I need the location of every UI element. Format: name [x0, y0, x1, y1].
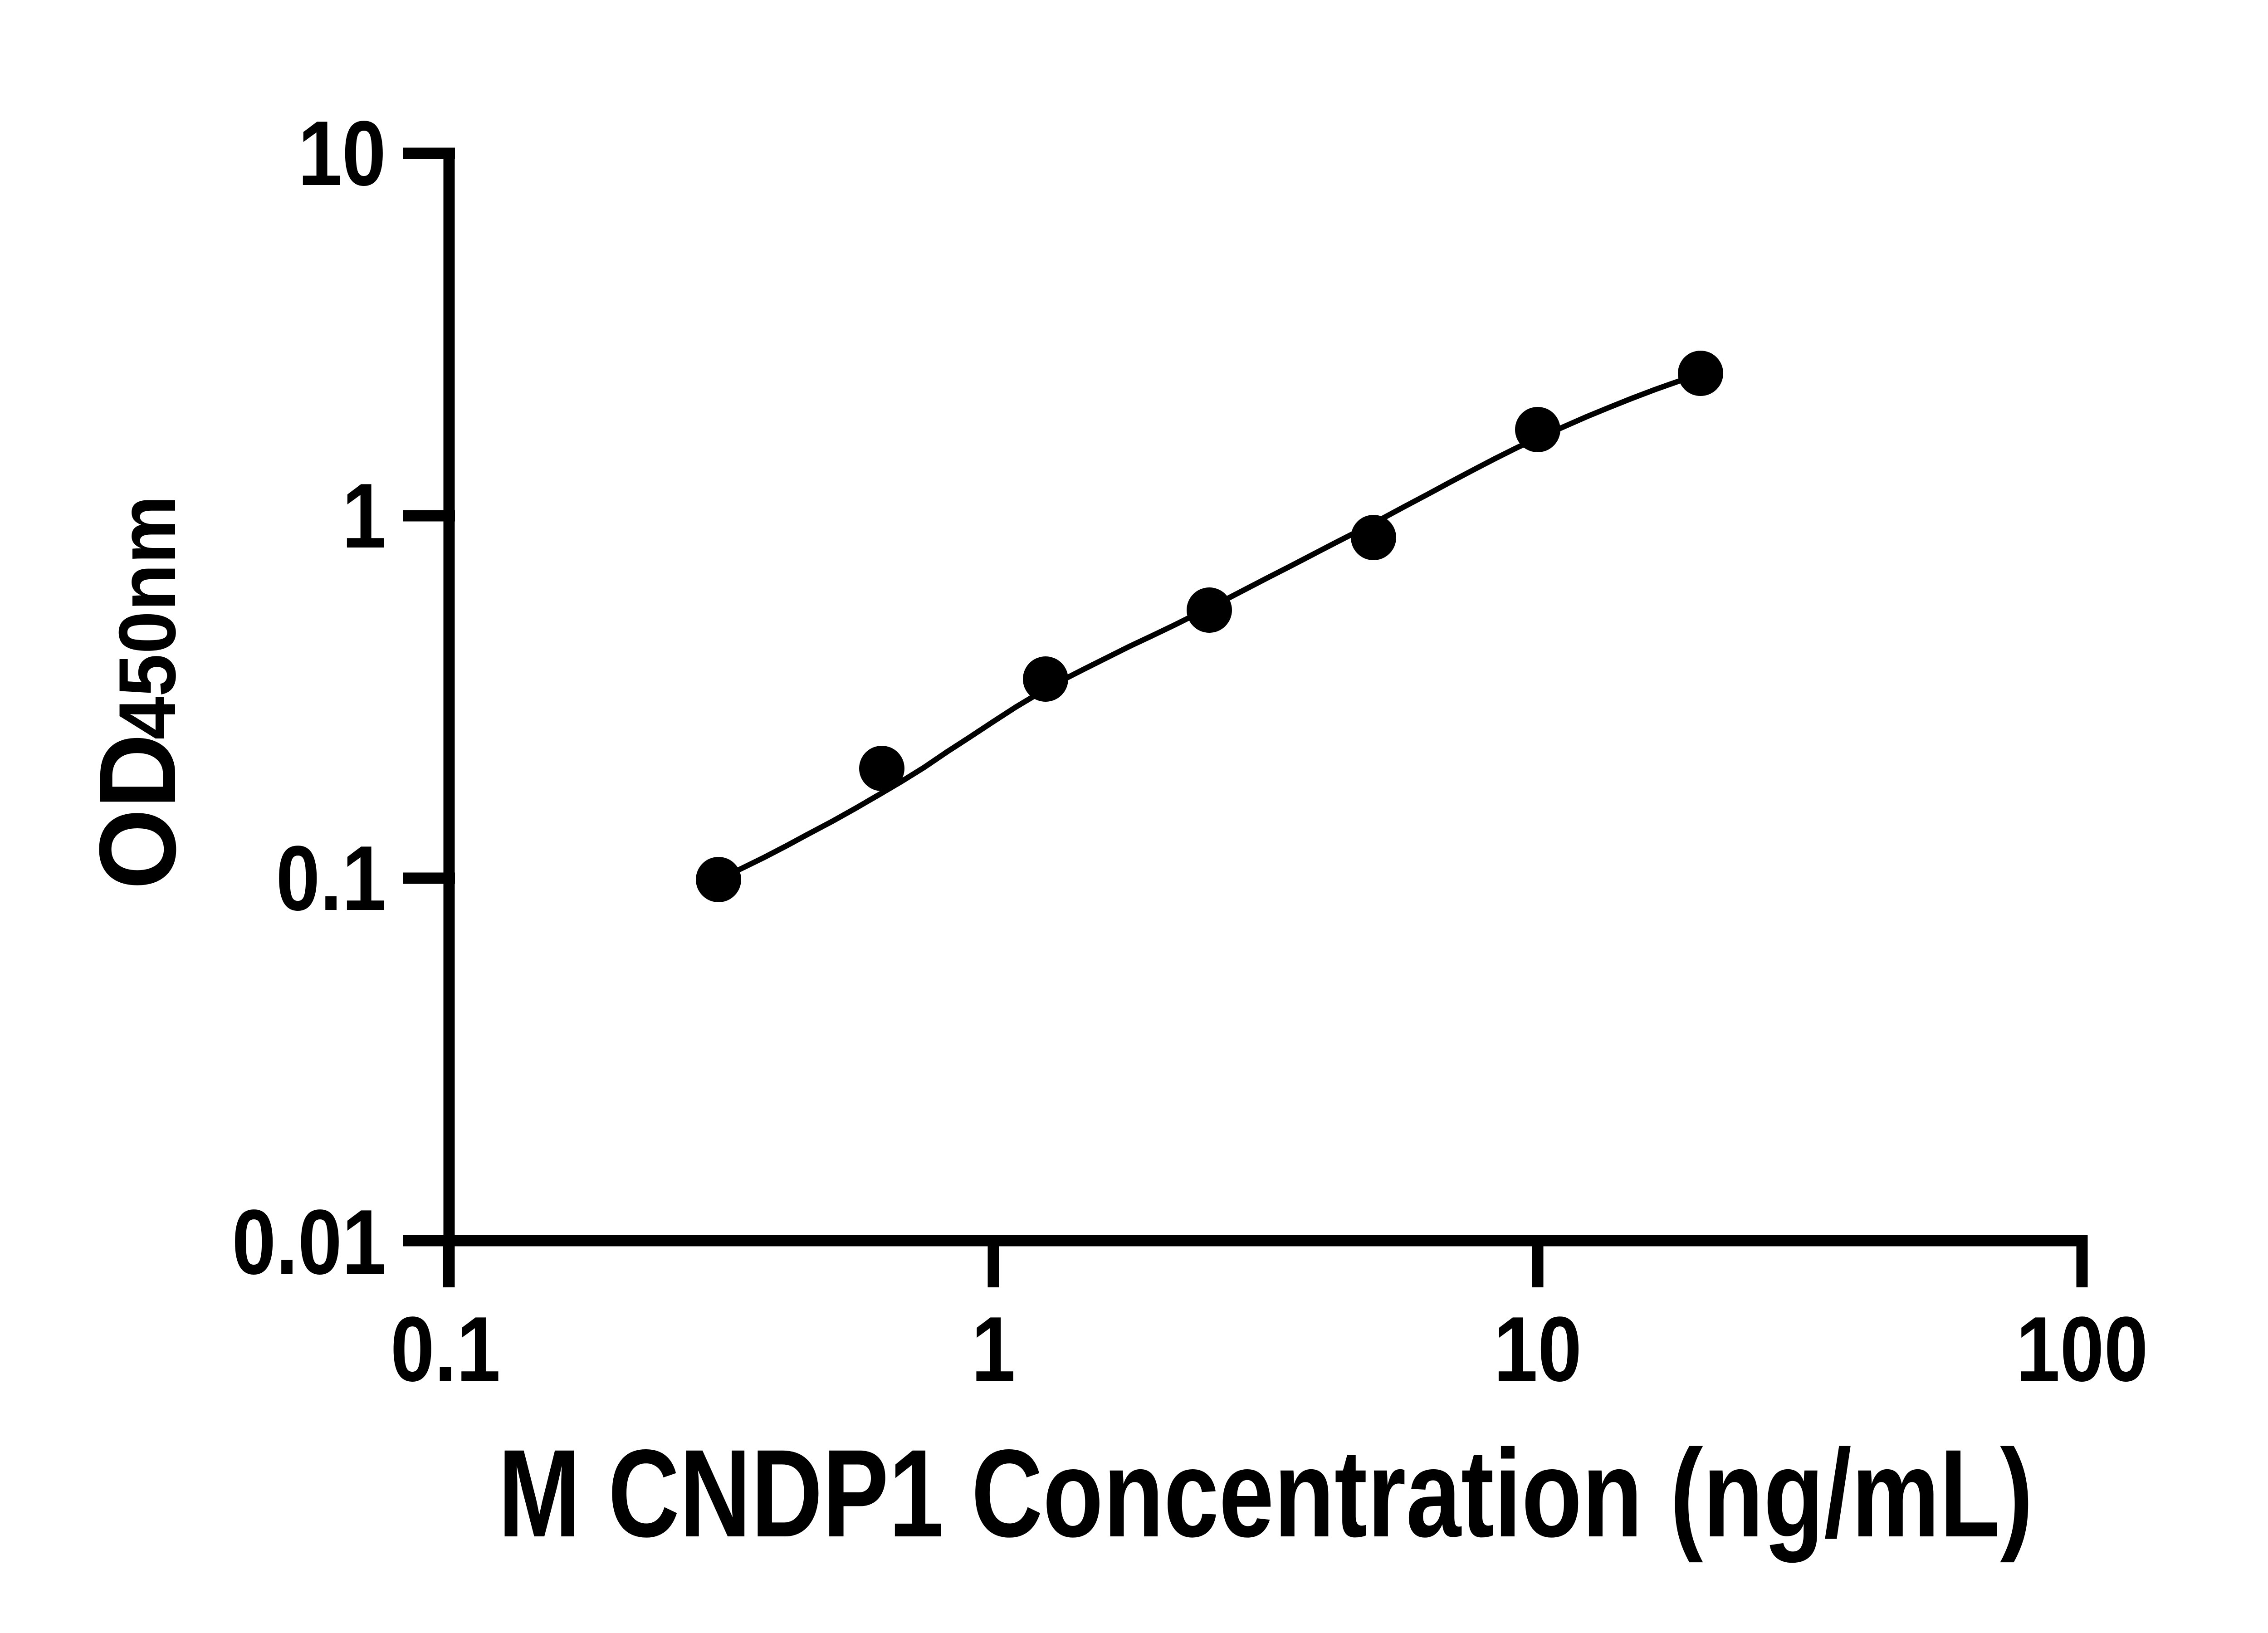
svg-text:100: 100: [2016, 1298, 2148, 1401]
svg-text:M CNDP1 Concentration (ng/mL): M CNDP1 Concentration (ng/mL): [498, 1423, 2033, 1563]
svg-text:OD: OD: [77, 733, 198, 890]
svg-text:450nm: 450nm: [102, 495, 192, 740]
svg-text:1: 1: [342, 465, 386, 567]
svg-text:10: 10: [298, 103, 386, 205]
svg-text:1: 1: [971, 1298, 1015, 1401]
svg-text:0.1: 0.1: [276, 827, 386, 930]
svg-text:0.01: 0.01: [232, 1191, 386, 1294]
svg-text:0.1: 0.1: [391, 1298, 501, 1401]
svg-text:10: 10: [1494, 1298, 1582, 1401]
